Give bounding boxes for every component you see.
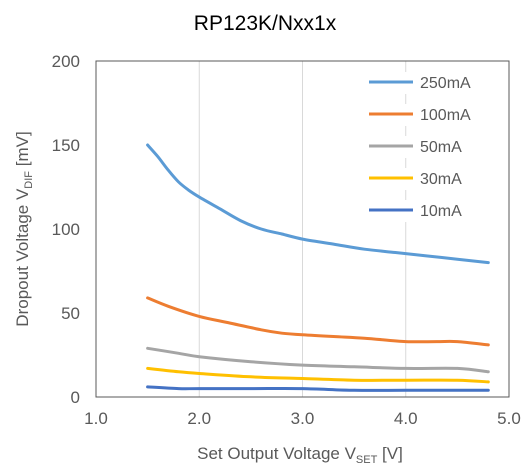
legend-label: 100mA: [420, 107, 471, 124]
series-line-100ma: [146, 296, 490, 347]
y-tick-label: 100: [52, 220, 80, 239]
legend-backdrop: [366, 168, 498, 190]
x-tick-labels: 1.0 2.0 3.0 4.0 5.0: [84, 409, 521, 428]
legend-label: 30mA: [420, 171, 462, 188]
y-tick-label: 200: [52, 52, 80, 71]
legend-label: 10mA: [420, 203, 462, 220]
series-line-50ma: [146, 346, 490, 374]
x-tick-label: 3.0: [291, 409, 315, 428]
legend-backdrop: [366, 72, 498, 94]
series-line-10ma: [146, 385, 490, 392]
legend-backdrop: [366, 136, 498, 158]
x-tick-label: 1.0: [84, 409, 108, 428]
series-line-30ma: [146, 366, 490, 384]
y-axis-label: Dropout Voltage VDIF [mV]: [13, 131, 35, 326]
plot-frame: [95, 60, 510, 398]
y-tick-labels: 0 50 100 150 200: [52, 52, 80, 407]
y-tick-label: 50: [61, 304, 80, 323]
x-tick-label: 2.0: [187, 409, 211, 428]
legend-label: 50mA: [420, 139, 462, 156]
series-line-250ma: [146, 143, 490, 265]
y-tick-label: 0: [71, 388, 80, 407]
legend: 250mA 100mA 50mA 30mA 10mA: [366, 72, 498, 222]
x-tick-label: 4.0: [394, 409, 418, 428]
x-axis-label: Set Output Voltage VSET [V]: [197, 444, 403, 466]
legend-backdrop: [366, 200, 498, 222]
legend-label: 250mA: [420, 75, 471, 92]
y-tick-label: 150: [52, 136, 80, 155]
series-lines: [146, 143, 490, 392]
legend-backdrop: [366, 104, 498, 126]
chart-title: RP123K/Nxx1x: [194, 12, 337, 35]
x-tick-label: 5.0: [497, 409, 521, 428]
